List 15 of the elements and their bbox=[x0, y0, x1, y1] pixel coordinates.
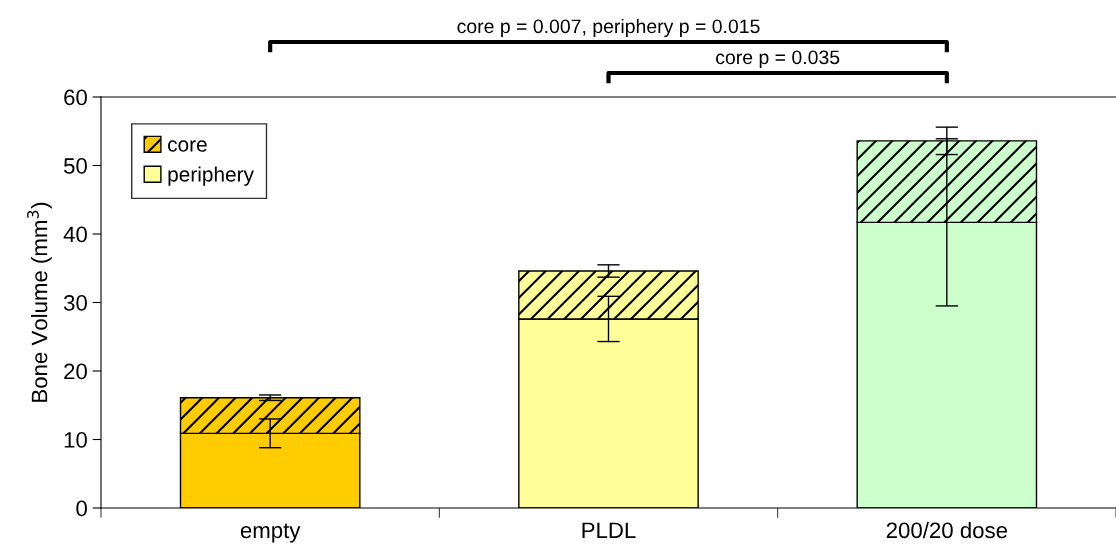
y-tick-label: 10 bbox=[64, 432, 87, 448]
y-tick-label: 30 bbox=[63, 295, 87, 311]
y-tick-label: 0 bbox=[76, 500, 87, 517]
text: core p = 0.035 bbox=[716, 50, 840, 69]
y-tick-label: 50 bbox=[63, 158, 87, 174]
x-tick-label: 200/20 dose bbox=[886, 521, 1008, 539]
y-tick-label: 40 bbox=[63, 226, 87, 243]
legend-label: core bbox=[168, 140, 207, 152]
x-tick-label: PLDL bbox=[582, 522, 636, 538]
x-tick-label: empty bbox=[240, 523, 301, 543]
y-tick-label: 20 bbox=[64, 363, 87, 380]
y-axis-title: Bone Volume (mm$^{3}$) bbox=[27, 202, 52, 402]
legend-label: periphery bbox=[168, 166, 254, 186]
y-tick-label: 60 bbox=[64, 89, 87, 106]
text: core p = 0.007, periphery p = 0.015 bbox=[457, 18, 760, 38]
